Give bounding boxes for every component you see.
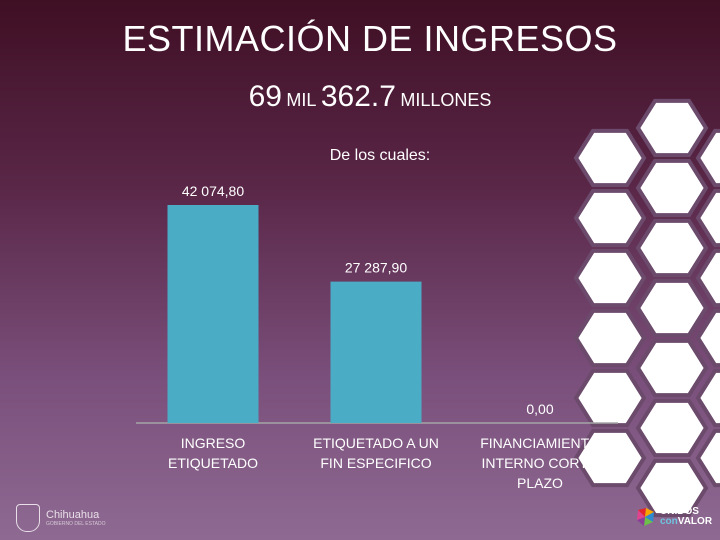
data-label-1: 42 074,80 bbox=[182, 183, 244, 199]
hexagon-cell bbox=[573, 248, 647, 308]
pinwheel-icon bbox=[637, 508, 654, 526]
category-label-line: FINANCIAMIENTO bbox=[480, 435, 600, 451]
category-label-3: FINANCIAMIENTO INTERNO CORTO PLAZO bbox=[460, 433, 620, 493]
total-estimate: 69 MIL 362.7 MILLONES bbox=[0, 80, 720, 114]
hexagon-cell bbox=[695, 368, 720, 428]
hexagon-cell bbox=[635, 158, 709, 218]
hexagon-cell bbox=[635, 278, 709, 338]
chihuahua-logo: Chihuahua GOBIERNO DEL ESTADO bbox=[16, 504, 105, 532]
data-label-2: 27 287,90 bbox=[345, 260, 407, 276]
hexagon-cell bbox=[573, 428, 647, 488]
hexagon-cell bbox=[695, 248, 720, 308]
category-label-line: INTERNO CORTO bbox=[481, 455, 599, 471]
logo-right-line2-b: VALOR bbox=[677, 516, 713, 527]
total-number-thousands: 69 bbox=[248, 80, 282, 113]
hexagon-cell bbox=[635, 218, 709, 278]
hexagon-cell bbox=[695, 308, 720, 368]
bar-1 bbox=[167, 205, 259, 423]
hexagon-cell bbox=[635, 458, 709, 518]
page-title: ESTIMACIÓN DE INGRESOS bbox=[122, 18, 618, 59]
data-label-3: 0,00 bbox=[526, 401, 553, 417]
logo-left-text: Chihuahua bbox=[46, 508, 100, 521]
hexagon-cell bbox=[695, 188, 720, 248]
chart-caption: De los cuales: bbox=[329, 147, 431, 164]
hexagon-cell bbox=[573, 128, 647, 188]
logo-left-subtext: GOBIERNO DEL ESTADO bbox=[46, 520, 106, 527]
logo-right-line1: UNIDOS bbox=[660, 506, 699, 517]
hexagon-cell bbox=[573, 308, 647, 368]
hexagon-cell bbox=[695, 428, 720, 488]
hexagon-cell bbox=[573, 368, 647, 428]
seal-icon bbox=[16, 504, 40, 532]
logo-right-line2-a: con bbox=[660, 516, 678, 527]
hexagon-cell bbox=[695, 128, 720, 188]
unidos-con-valor-logo: UNIDOS conVALOR bbox=[636, 506, 712, 528]
category-label-line: PLAZO bbox=[517, 475, 563, 491]
category-label-1: INGRESO ETIQUETADO bbox=[133, 433, 293, 473]
total-number-millions: 362.7 bbox=[320, 80, 396, 113]
total-unit-millions: MILLONES bbox=[400, 90, 492, 110]
hexagon-cell bbox=[635, 98, 709, 158]
hexagon-cell bbox=[573, 188, 647, 248]
category-label-line: ETIQUETADO A UN bbox=[313, 435, 439, 451]
category-label-2: ETIQUETADO A UN FIN ESPECIFICO bbox=[296, 433, 456, 473]
category-label-line: ETIQUETADO bbox=[168, 455, 258, 471]
hexagon-cell bbox=[635, 398, 709, 458]
hexagon-cell bbox=[635, 338, 709, 398]
total-unit-thousand: MIL bbox=[286, 90, 317, 110]
bar-2 bbox=[330, 281, 422, 423]
category-label-line: FIN ESPECIFICO bbox=[320, 455, 432, 471]
category-label-line: INGRESO bbox=[180, 435, 246, 451]
